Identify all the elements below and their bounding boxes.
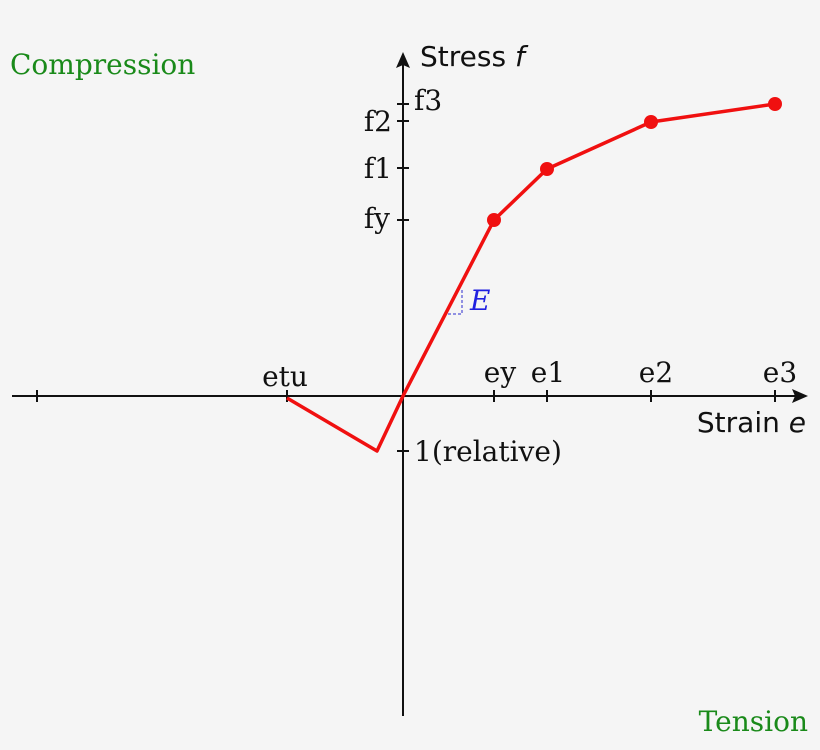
axes xyxy=(12,60,800,716)
y-tick-label: f2 xyxy=(364,105,392,138)
corner-label: Compression xyxy=(10,48,195,81)
y-title-text: Stress xyxy=(420,40,506,73)
slope-triangle xyxy=(448,288,463,315)
x-title-symbol: e xyxy=(789,406,806,439)
arrowhead xyxy=(396,52,410,68)
y-tick-label: 1(relative) xyxy=(414,435,562,468)
y-tick-label: f1 xyxy=(364,152,392,185)
point xyxy=(768,97,782,111)
point xyxy=(644,115,658,129)
point xyxy=(540,162,554,176)
x-tick-label: e2 xyxy=(639,356,673,389)
y-tick-label: f3 xyxy=(414,84,442,117)
corner-label: Tension xyxy=(699,705,808,738)
x-tick-label: e3 xyxy=(763,356,797,389)
x-tick-label: e1 xyxy=(531,356,565,389)
y-axis-title: Stress f xyxy=(420,40,529,73)
x-axis-title: Strain e xyxy=(697,406,806,439)
slope-label: E xyxy=(469,284,490,317)
x-tick-label: ey xyxy=(484,356,517,389)
arrowhead xyxy=(792,389,808,403)
x-tick-label: etu xyxy=(262,360,308,393)
curve-points xyxy=(487,97,782,227)
x-title-text: Strain xyxy=(697,406,780,439)
point xyxy=(487,213,501,227)
y-tick-label: fy xyxy=(364,202,390,235)
